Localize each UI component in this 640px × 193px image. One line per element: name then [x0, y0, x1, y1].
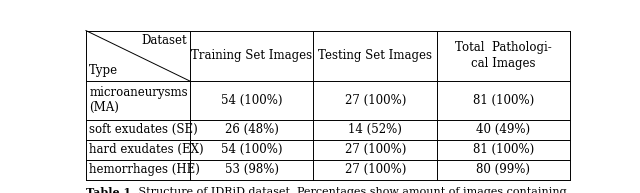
Text: Testing Set Images: Testing Set Images: [318, 49, 432, 62]
Text: 54 (100%): 54 (100%): [221, 143, 282, 156]
Text: Total  Pathologi-
cal Images: Total Pathologi- cal Images: [455, 41, 552, 70]
Text: Dataset: Dataset: [141, 34, 187, 47]
Text: hard exudates (EX): hard exudates (EX): [90, 143, 204, 156]
Text: Type: Type: [89, 64, 118, 77]
Text: 40 (49%): 40 (49%): [476, 123, 531, 136]
Text: 26 (48%): 26 (48%): [225, 123, 278, 136]
Text: soft exudates (SE): soft exudates (SE): [90, 123, 198, 136]
Text: Structure of IDRiD dataset. Percentages show amount of images containing
the giv: Structure of IDRiD dataset. Percentages …: [135, 187, 566, 193]
Text: 80 (99%): 80 (99%): [477, 163, 531, 176]
Text: 27 (100%): 27 (100%): [344, 163, 406, 176]
Text: hemorrhages (HE): hemorrhages (HE): [90, 163, 200, 176]
Text: Training Set Images: Training Set Images: [191, 49, 312, 62]
Text: 81 (100%): 81 (100%): [473, 94, 534, 107]
Text: microaneurysms
(MA): microaneurysms (MA): [90, 86, 188, 114]
Text: Table 1.: Table 1.: [86, 187, 135, 193]
Text: 27 (100%): 27 (100%): [344, 143, 406, 156]
Text: 14 (52%): 14 (52%): [348, 123, 402, 136]
Text: 53 (98%): 53 (98%): [225, 163, 279, 176]
Text: 81 (100%): 81 (100%): [473, 143, 534, 156]
Text: 54 (100%): 54 (100%): [221, 94, 282, 107]
Text: 27 (100%): 27 (100%): [344, 94, 406, 107]
